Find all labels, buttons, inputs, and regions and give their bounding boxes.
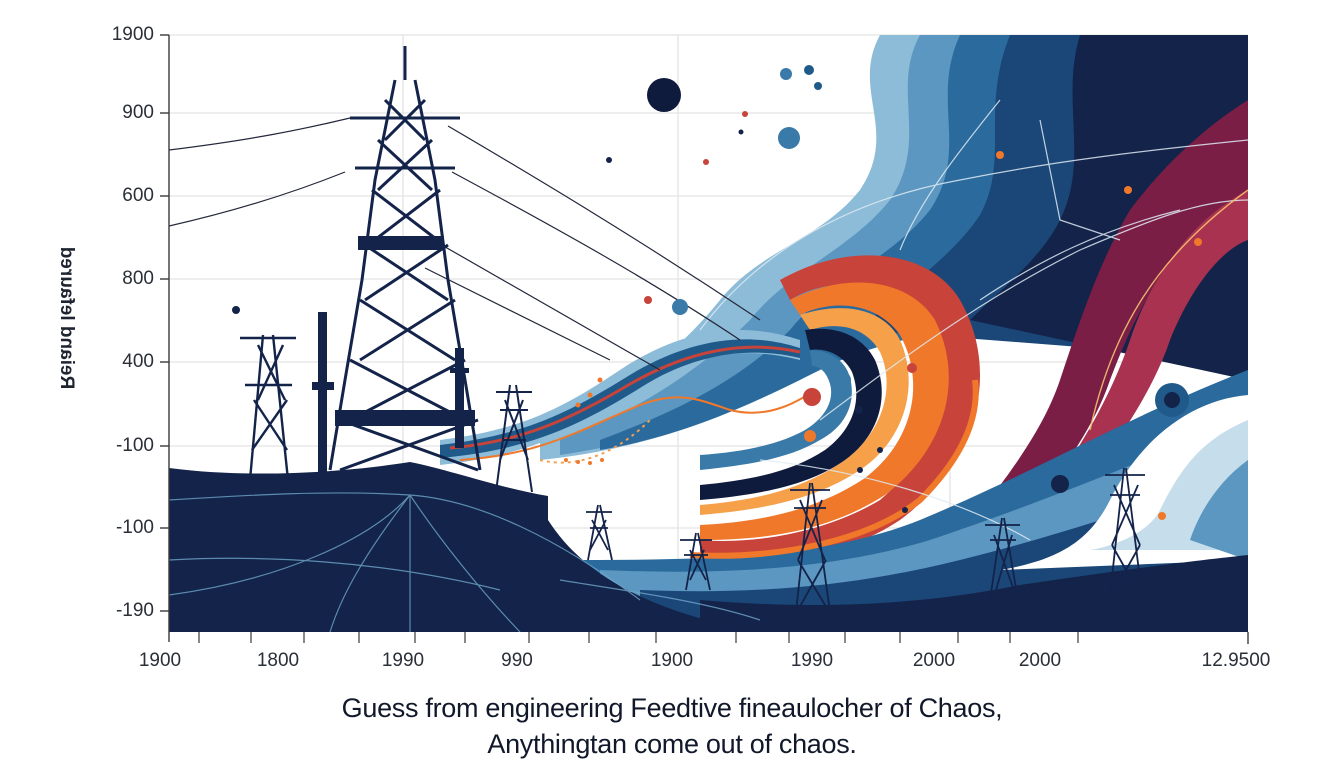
caption-line-1: Guess from engineering Feedtive fineaulo… — [341, 693, 1003, 723]
y-tick-label: 800 — [122, 268, 154, 289]
x-tick-label: 1900 — [650, 650, 694, 671]
right-tower — [495, 384, 533, 493]
axes — [160, 34, 1249, 644]
caption-line-2: Anythingtan come out of chaos. — [487, 729, 857, 759]
x-tick-label: 1800 — [256, 650, 300, 671]
scatter-dots — [232, 65, 1202, 520]
y-tick-label: 900 — [122, 102, 154, 123]
y-tick-label: 400 — [122, 351, 154, 372]
chart-caption: Guess from engineering Feedtive fineaulo… — [0, 690, 1344, 762]
y-tick-label: -190 — [115, 600, 154, 621]
y-tick-label: -100 — [115, 517, 154, 538]
x-tick-label: 2000 — [1018, 650, 1062, 671]
y-axis-title: Reiand lefaured — [56, 246, 77, 390]
x-tick-label: 990 — [501, 650, 533, 671]
x-minor-ticks — [198, 632, 1079, 643]
left-tower — [240, 334, 296, 481]
y-tick-label: 1900 — [111, 24, 154, 45]
x-tick-label: 1900 — [138, 650, 182, 671]
y-tick-label: 600 — [122, 185, 154, 206]
chaos-illustration — [169, 35, 1248, 632]
x-tick-label: 12.9500 — [1201, 650, 1271, 671]
x-tick-label: 2000 — [912, 650, 956, 671]
x-tick-label: 1990 — [381, 650, 425, 671]
x-tick-label: 1990 — [790, 650, 834, 671]
y-tick-label: -100 — [115, 435, 154, 456]
